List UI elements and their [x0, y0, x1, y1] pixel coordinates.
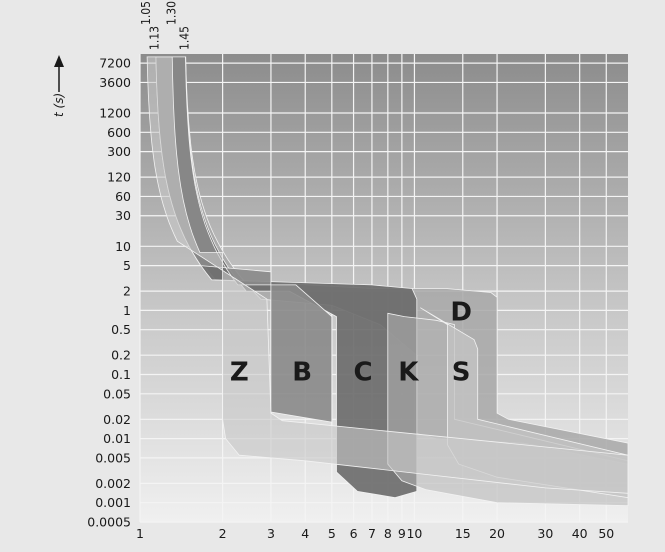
- y-tick-label: 0.1: [111, 367, 131, 382]
- y-tick-label: 30: [115, 208, 131, 223]
- thermal-multiplier-label: 1.30: [164, 1, 178, 25]
- x-tick-label: 20: [489, 526, 505, 541]
- y-tick-label: 0.0005: [87, 515, 131, 530]
- x-tick-label: 7: [368, 526, 376, 541]
- x-tick-label: 30: [537, 526, 553, 541]
- x-axis-ticks: 1 2 3 4 5 6 7 8 9 10 15 20 30 40 50: [136, 526, 614, 541]
- y-axis-arrowhead: [54, 55, 64, 67]
- y-tick-label: 0.02: [103, 412, 131, 427]
- x-tick-label: 6: [350, 526, 358, 541]
- y-tick-label: 0.001: [95, 495, 131, 510]
- y-tick-label: 1200: [99, 106, 131, 121]
- y-tick-label: 300: [107, 144, 131, 159]
- y-tick-label: 60: [115, 189, 131, 204]
- curve-label-Z: Z: [230, 358, 249, 388]
- y-tick-label: 5: [123, 258, 131, 273]
- x-tick-label: 4: [301, 526, 309, 541]
- x-tick-label: 40: [572, 526, 588, 541]
- y-tick-label: 0.01: [103, 431, 131, 446]
- y-tick-label: 7200: [99, 56, 131, 71]
- y-axis-label: t (s): [52, 93, 66, 117]
- y-axis-label-group: t (s): [52, 55, 66, 117]
- thermal-multipliers: 1.051.131.301.45: [139, 1, 191, 50]
- y-tick-label: 10: [115, 239, 131, 254]
- x-tick-label: 15: [455, 526, 471, 541]
- curve-bands: [146, 56, 629, 507]
- thermal-multiplier-label: 1.45: [177, 26, 191, 50]
- y-tick-label: 0.005: [95, 450, 131, 465]
- y-tick-label: 1: [123, 303, 131, 318]
- x-tick-label: 1: [136, 526, 144, 541]
- thermal-multiplier-label: 1.05: [139, 1, 153, 25]
- x-tick-label: 5: [328, 526, 336, 541]
- curve-label-K: K: [398, 358, 419, 388]
- x-tick-label: 8: [384, 526, 392, 541]
- y-tick-label: 2: [123, 284, 131, 299]
- curve-label-S: S: [452, 358, 471, 388]
- y-axis-ticks: 7200 3600 1200 600 300 120 60 30 10 5 2 1 0.5 0.2 0.1 0…: [87, 56, 131, 530]
- thermal-multiplier-label: 1.13: [148, 26, 162, 50]
- x-tick-label: 3: [267, 526, 275, 541]
- curve-label-B: B: [292, 358, 312, 388]
- x-tick-label: 10: [406, 526, 422, 541]
- y-tick-label: 0.5: [111, 322, 131, 337]
- x-tick-label: 2: [219, 526, 227, 541]
- curve-labels: Z B C K S D: [230, 297, 472, 387]
- x-tick-label: 9: [398, 526, 406, 541]
- curve-label-C: C: [354, 358, 373, 388]
- band-Z: [146, 56, 629, 494]
- x-tick-label: 50: [598, 526, 614, 541]
- y-tick-label: 0.002: [95, 476, 131, 491]
- y-tick-label: 600: [107, 125, 131, 140]
- y-tick-label: 3600: [99, 75, 131, 90]
- y-tick-label: 120: [107, 170, 131, 185]
- curve-label-D: D: [450, 297, 472, 327]
- y-tick-label: 0.2: [111, 348, 131, 363]
- y-tick-label: 0.05: [103, 386, 131, 401]
